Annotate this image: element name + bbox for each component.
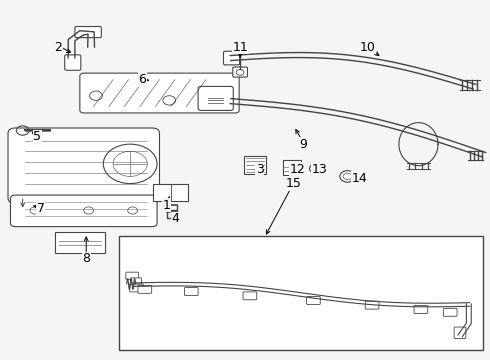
- FancyBboxPatch shape: [223, 51, 240, 65]
- FancyBboxPatch shape: [131, 278, 142, 284]
- Text: 1: 1: [163, 199, 171, 212]
- Text: 9: 9: [300, 138, 308, 150]
- FancyBboxPatch shape: [307, 297, 320, 305]
- FancyBboxPatch shape: [233, 67, 247, 77]
- FancyBboxPatch shape: [454, 327, 466, 338]
- FancyBboxPatch shape: [243, 292, 257, 300]
- FancyBboxPatch shape: [244, 156, 266, 174]
- Text: 2: 2: [54, 41, 62, 54]
- FancyBboxPatch shape: [283, 159, 301, 175]
- FancyBboxPatch shape: [65, 55, 81, 70]
- Text: 13: 13: [311, 163, 327, 176]
- Text: 5: 5: [33, 130, 41, 144]
- FancyBboxPatch shape: [8, 128, 159, 203]
- FancyBboxPatch shape: [138, 285, 152, 293]
- Text: 10: 10: [359, 41, 375, 54]
- Text: 4: 4: [172, 212, 179, 225]
- FancyBboxPatch shape: [119, 236, 484, 350]
- FancyBboxPatch shape: [365, 301, 379, 309]
- FancyBboxPatch shape: [414, 306, 428, 314]
- FancyBboxPatch shape: [10, 195, 157, 226]
- Text: 8: 8: [82, 252, 90, 265]
- Text: 7: 7: [37, 202, 45, 215]
- FancyBboxPatch shape: [198, 86, 233, 111]
- FancyBboxPatch shape: [184, 288, 198, 296]
- Text: 14: 14: [352, 172, 368, 185]
- Text: 6: 6: [139, 73, 147, 86]
- Text: 15: 15: [286, 177, 302, 190]
- Text: 11: 11: [232, 41, 248, 54]
- FancyBboxPatch shape: [126, 272, 139, 279]
- FancyBboxPatch shape: [80, 73, 239, 113]
- FancyBboxPatch shape: [55, 232, 105, 253]
- FancyBboxPatch shape: [75, 27, 101, 38]
- FancyBboxPatch shape: [153, 184, 188, 201]
- Text: 3: 3: [256, 163, 264, 176]
- FancyBboxPatch shape: [443, 309, 457, 316]
- Text: 12: 12: [290, 163, 306, 176]
- FancyBboxPatch shape: [130, 284, 144, 292]
